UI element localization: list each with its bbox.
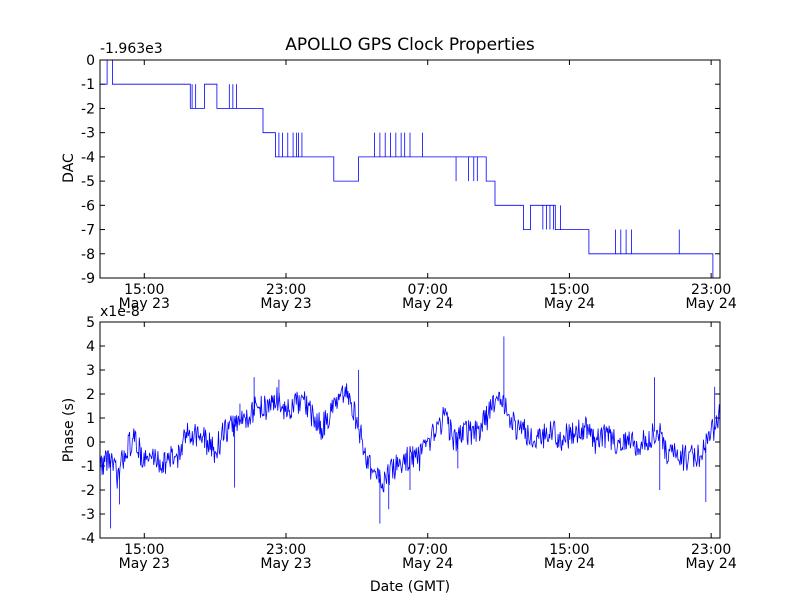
dac-offset-text: -1.963e3 — [100, 41, 163, 57]
phase-ytick-label: -2 — [81, 483, 95, 499]
phase-ytick-label: 0 — [86, 435, 95, 451]
dac-xtick-time: 23:00 — [691, 282, 731, 298]
dac-xtick-date: May 24 — [544, 296, 595, 312]
dac-xtick-date: May 24 — [686, 296, 737, 312]
phase-x-axis-label: Date (GMT) — [370, 579, 450, 595]
phase-ytick-label: 4 — [86, 339, 95, 355]
dac-xtick-time: 23:00 — [266, 282, 306, 298]
chart-title: APOLLO GPS Clock Properties — [285, 35, 535, 55]
phase-xtick-time: 07:00 — [408, 542, 448, 558]
phase-xtick-time: 15:00 — [549, 542, 589, 558]
dac-ytick-label: -4 — [81, 150, 95, 166]
phase-xtick-date: May 23 — [260, 556, 311, 572]
dac-xtick-date: May 23 — [260, 296, 311, 312]
phase-ytick-label: -1 — [81, 459, 95, 475]
dac-ytick-label: -5 — [81, 174, 95, 190]
dac-ytick-label: -9 — [81, 271, 95, 287]
phase-xtick-time: 23:00 — [266, 542, 306, 558]
dac-xtick-date: May 23 — [119, 296, 170, 312]
phase-ytick-label: 5 — [86, 315, 95, 331]
phase-ytick-label: -4 — [81, 531, 95, 547]
phase-series-line — [99, 383, 721, 493]
dac-ytick-label: -6 — [81, 198, 95, 214]
phase-ytick-label: 1 — [86, 411, 95, 427]
phase-plot-area — [99, 336, 721, 529]
dac-panel: -1.963e3 DAC 0-1-2-3-4-5-6-7-8-915:00May… — [61, 41, 737, 312]
dac-axes-frame — [99, 59, 721, 279]
dac-xtick-date: May 24 — [402, 296, 453, 312]
phase-y-axis-label: Phase (s) — [61, 398, 77, 462]
dac-plot-area — [100, 59, 720, 279]
dac-ytick-label: -8 — [81, 247, 95, 263]
phase-ytick-label: 2 — [86, 387, 95, 403]
phase-xtick-date: May 23 — [119, 556, 170, 572]
dac-ytick-label: -1 — [81, 77, 95, 93]
phase-xtick-time: 15:00 — [124, 542, 164, 558]
phase-offset-text: x1e-8 — [100, 304, 140, 320]
phase-xtick-date: May 24 — [544, 556, 595, 572]
dac-xtick-time: 15:00 — [124, 282, 164, 298]
dac-y-axis-label: DAC — [61, 153, 77, 183]
dac-ytick-label: 0 — [86, 53, 95, 69]
dac-ytick-label: -2 — [81, 101, 95, 117]
dac-ytick-label: -3 — [81, 126, 95, 142]
phase-xtick-date: May 24 — [402, 556, 453, 572]
phase-axes-frame — [99, 321, 721, 539]
dac-series-line — [100, 59, 720, 279]
dac-xtick-time: 07:00 — [408, 282, 448, 298]
phase-panel: x1e-8 Phase (s) Date (GMT) 5 4 3 2 1 0 -1 -2 -3 -… — [61, 304, 737, 595]
phase-ytick-label: 3 — [86, 363, 95, 379]
phase-ytick-label: -3 — [81, 507, 95, 523]
phase-xtick-date: May 24 — [686, 556, 737, 572]
dac-ytick-label: -7 — [81, 223, 95, 239]
phase-xtick-time: 23:00 — [691, 542, 731, 558]
dac-xtick-time: 15:00 — [549, 282, 589, 298]
